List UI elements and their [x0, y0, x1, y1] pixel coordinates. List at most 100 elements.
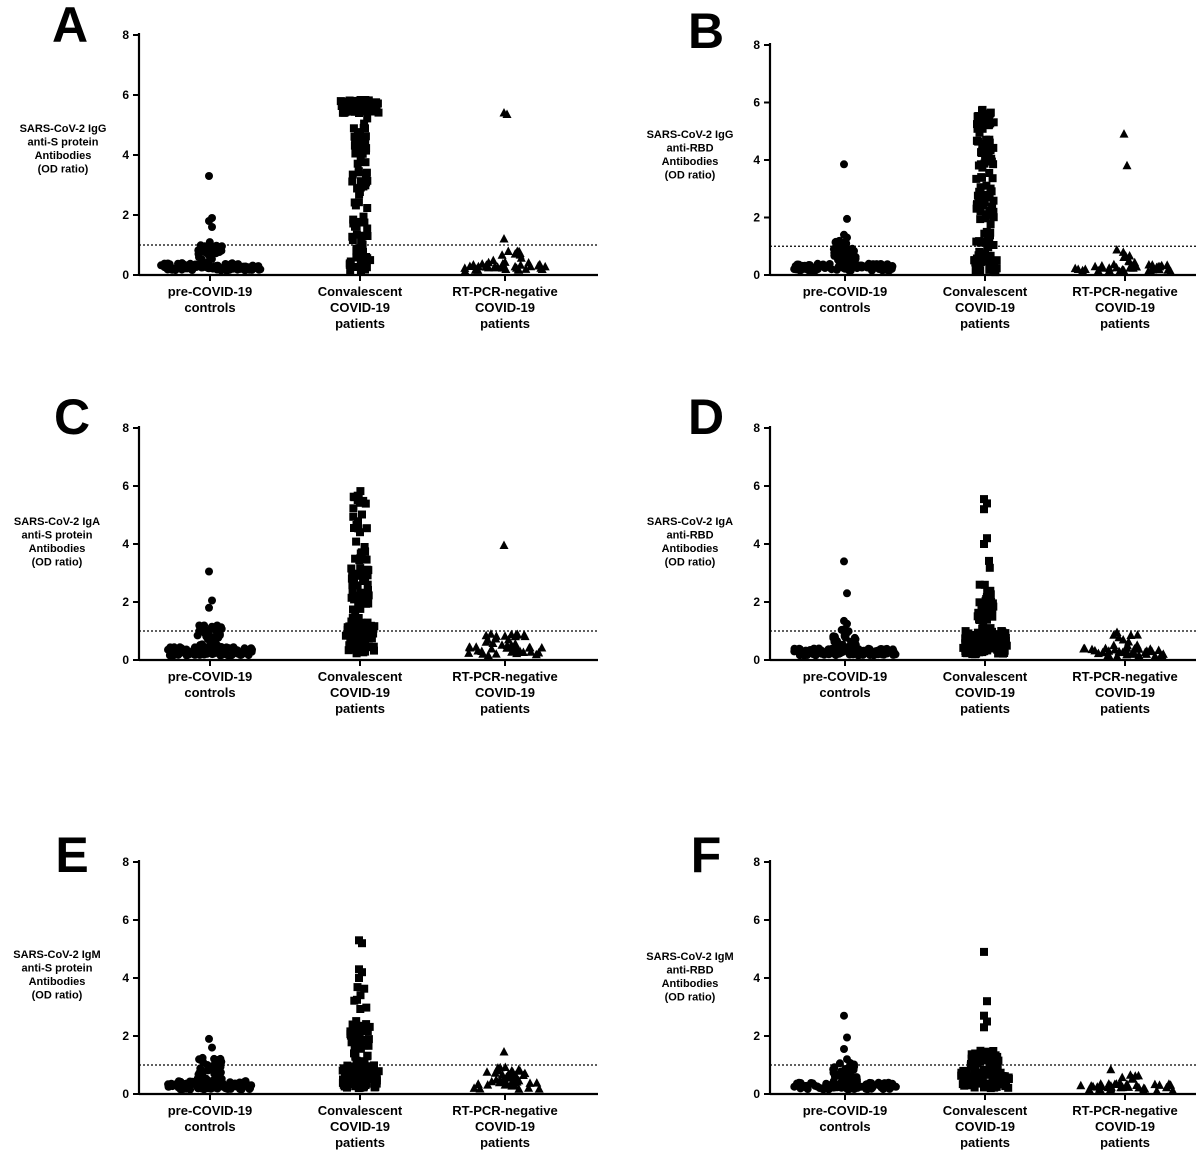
x-category-label: Convalescent COVID-19 patients [318, 1103, 403, 1150]
data-point [973, 120, 981, 129]
y-tick-label: 2 [753, 1029, 760, 1043]
data-point [353, 581, 362, 590]
data-point [985, 1061, 994, 1070]
data-point [524, 258, 534, 267]
data-point [1122, 649, 1132, 659]
data-point [1132, 640, 1142, 649]
series-circle [164, 1034, 256, 1094]
data-point [983, 588, 992, 597]
data-point [526, 647, 536, 656]
series-triangle [469, 1047, 544, 1093]
data-point [205, 603, 213, 612]
data-point [801, 1082, 810, 1090]
data-point [357, 231, 366, 240]
data-point [998, 630, 1007, 638]
data-point [802, 264, 811, 273]
data-point [202, 649, 211, 658]
x-category-label: pre-COVID-19 controls [803, 669, 888, 700]
data-point [959, 1066, 968, 1075]
data-point [348, 170, 357, 179]
series-circle [790, 557, 900, 660]
data-point [1109, 640, 1119, 650]
data-point [341, 1076, 350, 1085]
data-point [499, 540, 509, 549]
data-point [207, 625, 216, 633]
data-point [876, 260, 885, 268]
data-point [345, 1062, 354, 1071]
data-point [796, 649, 805, 658]
data-point [361, 132, 370, 141]
data-point [340, 1082, 349, 1091]
panel-c: C SARS-CoV-2 IgA anti-S protein Antibodies(… [14, 389, 598, 716]
data-point [1078, 265, 1088, 275]
data-point [502, 109, 512, 118]
data-point [977, 602, 986, 611]
data-point [355, 109, 363, 117]
data-point [218, 1079, 227, 1088]
data-point [793, 1079, 801, 1088]
data-point [999, 649, 1007, 658]
data-point [988, 174, 997, 183]
data-point [834, 1081, 842, 1090]
data-point [351, 569, 360, 578]
data-point [979, 201, 988, 210]
data-point [361, 265, 369, 274]
data-point [169, 651, 178, 660]
y-tick-label: 0 [122, 653, 129, 667]
data-point [356, 155, 365, 164]
data-point [531, 649, 541, 659]
data-point [488, 255, 498, 265]
data-point [985, 556, 993, 565]
data-point [811, 1081, 820, 1090]
data-point [521, 264, 531, 273]
y-tick-label: 0 [753, 653, 760, 667]
data-point [850, 247, 858, 255]
data-point [980, 505, 988, 514]
data-point [353, 101, 362, 110]
data-point [491, 1075, 501, 1084]
data-point [360, 626, 369, 635]
data-point [208, 1043, 216, 1052]
data-point [352, 244, 361, 253]
data-point [245, 1083, 253, 1092]
data-point [160, 259, 169, 268]
data-point [972, 174, 981, 183]
y-tick-label: 6 [122, 479, 129, 493]
y-tick-label: 8 [122, 855, 129, 869]
data-point [352, 1029, 361, 1038]
data-point [982, 135, 991, 144]
data-point [348, 644, 357, 653]
data-point [525, 1078, 535, 1087]
panel-letter: A [52, 0, 88, 53]
data-point [351, 263, 360, 271]
data-point [985, 265, 994, 274]
data-point [977, 148, 986, 157]
data-point [363, 1027, 372, 1036]
data-point [980, 115, 989, 124]
data-point [983, 1017, 991, 1026]
data-point [361, 647, 370, 656]
data-point [867, 266, 876, 275]
data-point [980, 947, 988, 956]
data-point [500, 631, 510, 640]
data-point [350, 1023, 359, 1031]
data-point [972, 649, 981, 658]
data-point [976, 215, 985, 224]
data-point [991, 1051, 1000, 1060]
x-category-label: pre-COVID-19 controls [803, 284, 888, 315]
x-category-label: RT-PCR-negative COVID-19 patients [452, 1103, 557, 1150]
data-point [985, 563, 994, 572]
panel-letter: F [691, 827, 722, 883]
data-point [988, 644, 997, 653]
data-point [986, 231, 994, 240]
data-point [986, 144, 995, 153]
data-point [1122, 643, 1132, 652]
data-point [979, 1065, 988, 1074]
data-point [976, 183, 985, 192]
data-point [843, 589, 851, 598]
data-point [174, 259, 182, 268]
data-point [210, 1054, 219, 1063]
data-point [359, 105, 368, 113]
data-point [1112, 651, 1122, 660]
